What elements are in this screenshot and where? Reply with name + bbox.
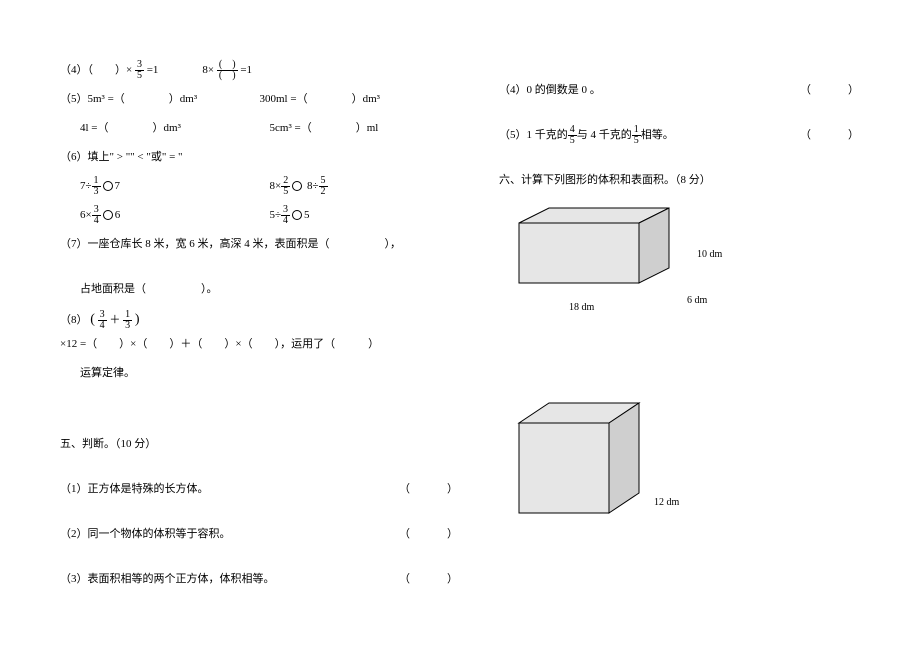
q8: （8） ( 34 ＋ 13 ) ×12 =（ ）×（ ）＋（ ）×（ ），运用了… — [60, 307, 459, 354]
q4-frac-1: 35 — [135, 60, 144, 81]
cuboid-figure: 10 dm 6 dm 18 dm — [509, 203, 729, 343]
q8-frac-2: 13 — [123, 310, 132, 331]
j5-text: （5）1 千克的45与 4 千克的15相等。 — [499, 125, 800, 146]
q5-row1: （5）5m³ =（ ）dm³ 300ml =（ ）dm³ — [60, 89, 459, 110]
q8-frac-1: 34 — [98, 310, 107, 331]
q5c: 4l =（ ）dm³ — [80, 118, 270, 139]
q4-frac-2: ( )( ) — [217, 60, 238, 81]
j4-text: （4）0 的倒数是 0 。 — [499, 80, 800, 101]
judge-4: （4）0 的倒数是 0 。 （ ） — [499, 80, 860, 101]
q4-part-c: =1 — [240, 64, 252, 76]
q5-row2: 4l =（ ）dm³ 5cm³ =（ ）ml — [80, 118, 459, 139]
j1-paren: （ ） — [399, 479, 459, 500]
j2-text: （2）同一个物体的体积等于容积。 — [60, 524, 399, 545]
judge-2: （2）同一个物体的体积等于容积。 （ ） — [60, 524, 459, 545]
j3-paren: （ ） — [399, 569, 459, 590]
q6-head: （6）填上" > "" < "或" = " — [60, 147, 459, 168]
q6b1: 6×346 — [80, 205, 270, 226]
cuboid-width-label: 18 dm — [569, 298, 594, 317]
q7: （7）一座仓库长 8 米，宽 6 米，高深 4 米，表面积是（ ）， — [60, 234, 459, 255]
section-5-heading: 五、判断。（10 分） — [60, 434, 459, 455]
q6a2: 8×25 8÷52 — [270, 176, 460, 197]
judge-1: （1）正方体是特殊的长方体。 （ ） — [60, 479, 459, 500]
q8a: （8） — [60, 314, 88, 326]
q4-part-b: =1 8× — [147, 64, 214, 76]
q7b: 占地面积是（ ）。 — [80, 279, 459, 300]
q8b: ×12 =（ ）×（ ）＋（ ）×（ ），运用了（ ） — [60, 338, 379, 350]
j1-text: （1）正方体是特殊的长方体。 — [60, 479, 399, 500]
q6b2: 5÷345 — [270, 205, 460, 226]
j3-text: （3）表面积相等的两个正方体，体积相等。 — [60, 569, 399, 590]
q8-plus: ＋ — [109, 314, 120, 326]
left-column: （4）（ ）× 35 =1 8× ( )( ) =1 （5）5m³ =（ ）dm… — [40, 60, 479, 597]
j2-paren: （ ） — [399, 524, 459, 545]
section-6-heading: 六、计算下列图形的体积和表面积。（8 分） — [499, 170, 860, 191]
q5a: （5）5m³ =（ ）dm³ — [60, 89, 260, 110]
q6a1: 7÷137 — [80, 176, 270, 197]
cuboid-depth-label: 6 dm — [687, 291, 707, 310]
q4-part-a: （4）（ ）× — [60, 64, 132, 76]
cuboid-height-label: 10 dm — [697, 245, 722, 264]
j4-paren: （ ） — [800, 80, 860, 101]
judge-5: （5）1 千克的45与 4 千克的15相等。 （ ） — [499, 125, 860, 146]
q4: （4）（ ）× 35 =1 8× ( )( ) =1 — [60, 60, 459, 81]
cube-side-label: 12 dm — [654, 493, 679, 512]
cube-figure: 12 dm — [509, 393, 709, 533]
j5-paren: （ ） — [800, 125, 860, 146]
right-column: （4）0 的倒数是 0 。 （ ） （5）1 千克的45与 4 千克的15相等。… — [479, 60, 880, 597]
q5d: 5cm³ =（ ）ml — [270, 118, 460, 139]
judge-3: （3）表面积相等的两个正方体，体积相等。 （ ） — [60, 569, 459, 590]
q8c: 运算定律。 — [80, 363, 459, 384]
q5b: 300ml =（ ）dm³ — [260, 89, 460, 110]
q6-row2: 6×346 5÷345 — [80, 205, 459, 226]
q6-row1: 7÷137 8×25 8÷52 — [80, 176, 459, 197]
